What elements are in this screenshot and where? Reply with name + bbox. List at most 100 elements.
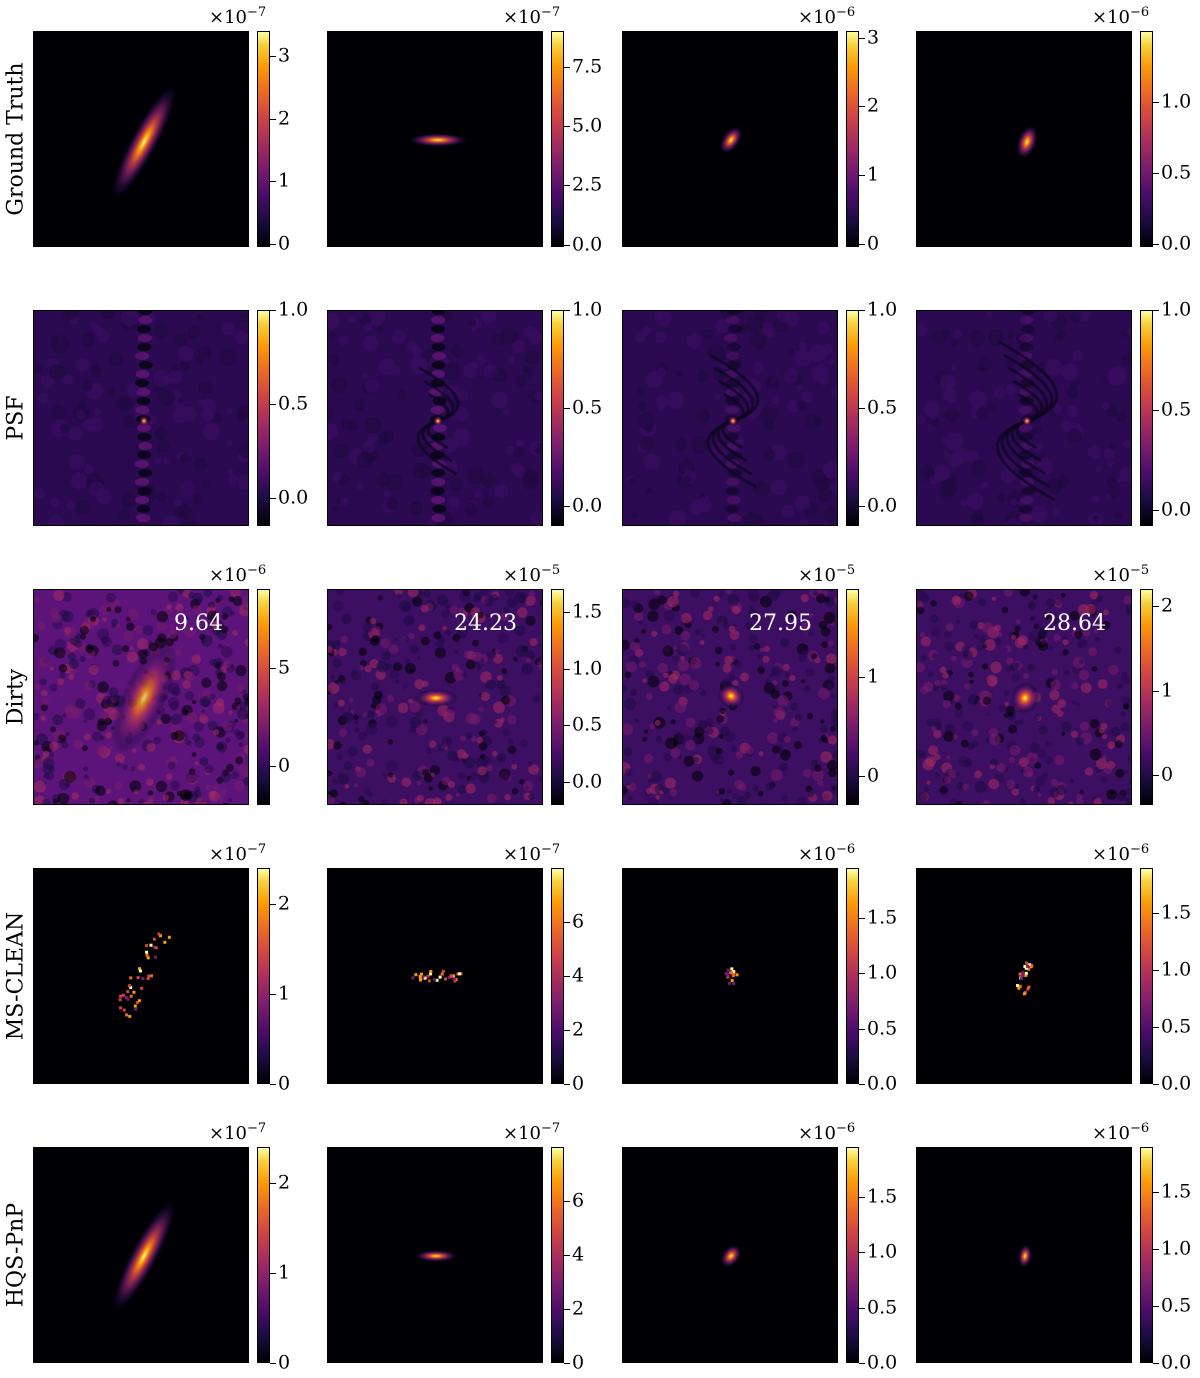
noise-speckle: [507, 745, 517, 755]
noise-speckle: [38, 656, 50, 668]
noise-speckle: [707, 606, 714, 613]
noise-speckle: [704, 717, 714, 727]
noise-speckle: [79, 625, 89, 635]
clean-component: [125, 1013, 129, 1017]
noise-speckle: [430, 772, 435, 777]
noise-speckle: [1078, 659, 1084, 664]
noise-speckle: [1030, 616, 1036, 622]
noise-speckle: [102, 617, 108, 622]
noise-speckle: [525, 615, 536, 626]
noise-speckle: [482, 729, 488, 735]
image-canvas: [118, 932, 171, 1018]
colorbar-tick: [1153, 605, 1159, 607]
psf-ripple: [801, 391, 814, 403]
psf-ripple: [534, 390, 542, 401]
noise-speckle: [1101, 620, 1111, 630]
clean-component: [726, 968, 730, 972]
noise-speckle: [157, 633, 167, 643]
noise-speckle: [676, 644, 689, 657]
noise-speckle: [209, 693, 216, 700]
psf-ripple: [1087, 445, 1102, 460]
psf-ripple: [1044, 358, 1062, 376]
noise-speckle: [693, 757, 699, 763]
noise-speckle: [394, 679, 400, 684]
psf-ripple: [473, 490, 482, 498]
noise-speckle: [228, 710, 233, 715]
colorbar-tick-label: 0.5: [867, 1017, 898, 1040]
psf-ripple: [960, 499, 968, 507]
psf-arc: [418, 366, 460, 423]
noise-speckle: [1014, 720, 1020, 726]
noise-speckle: [64, 704, 74, 714]
clean-component: [1030, 964, 1034, 968]
clean-component: [1021, 970, 1025, 974]
clean-component: [145, 944, 149, 948]
noise-speckle: [147, 790, 154, 797]
psf-ripple: [34, 364, 43, 375]
noise-speckle: [478, 741, 488, 751]
noise-speckle: [380, 638, 391, 649]
noise-speckle: [452, 634, 461, 642]
noise-speckle: [1011, 672, 1021, 682]
noise-speckle: [504, 590, 515, 597]
noise-speckle: [1049, 689, 1060, 701]
noise-speckle: [434, 647, 447, 659]
noise-speckle: [647, 675, 660, 688]
psf-ripple: [1052, 403, 1063, 414]
noise-speckle: [1022, 673, 1029, 680]
noise-speckle: [221, 613, 228, 620]
noise-speckle: [457, 784, 467, 795]
noise-speckle: [333, 702, 339, 708]
exponent-value: −7: [541, 842, 561, 857]
image-canvas: [111, 1199, 177, 1313]
noise-speckle: [442, 626, 447, 631]
reconstructed-blob: [414, 1250, 458, 1262]
psf-ripple: [443, 460, 458, 475]
psf-ripple: [356, 482, 364, 490]
noise-speckle: [409, 701, 421, 713]
noise-speckle: [1071, 682, 1079, 690]
psf-ripple: [361, 372, 369, 380]
noise-speckle: [803, 685, 810, 692]
psf-ripple: [939, 373, 956, 390]
noise-speckle: [449, 605, 458, 614]
noise-speckle: [453, 649, 458, 654]
noise-speckle: [1100, 776, 1108, 784]
noise-speckle: [822, 790, 833, 801]
colorbar-tick: [270, 994, 276, 995]
exponent-value: −6: [1130, 842, 1150, 857]
colorbar-exponent: ×10−7: [503, 5, 561, 28]
noise-speckle: [810, 759, 818, 767]
exponent-value: −7: [541, 5, 561, 20]
image-panel: [622, 1147, 838, 1363]
noise-speckle: [363, 787, 370, 795]
clean-component: [153, 955, 157, 959]
colorbar-exponent: ×10−7: [503, 842, 561, 865]
psf-ripple: [168, 370, 183, 384]
psnr-label: 28.64: [1043, 611, 1106, 636]
clean-component: [1017, 986, 1021, 990]
noise-speckle: [744, 621, 753, 630]
noise-speckle: [146, 778, 154, 786]
noise-speckle: [917, 606, 925, 615]
psf-sidelobe: [430, 406, 445, 414]
noise-speckle: [387, 739, 394, 745]
colorbar-tick: [564, 1201, 570, 1202]
noise-speckle: [101, 636, 112, 647]
noise-speckle: [156, 719, 163, 725]
noise-speckle: [684, 739, 696, 751]
noise-speckle: [52, 714, 64, 726]
noise-speckle: [484, 613, 490, 619]
colorbar-tick-label: 3: [278, 44, 291, 67]
noise-speckle: [767, 590, 780, 602]
clean-component: [150, 974, 154, 978]
noise-speckle: [446, 709, 456, 718]
clean-component: [119, 1006, 123, 1010]
noise-speckle: [1093, 797, 1102, 804]
noise-speckle: [654, 720, 661, 726]
clean-component: [456, 972, 460, 976]
colorbar-tick-label: 1.0: [572, 657, 603, 680]
reconstructed-blob: [111, 1199, 177, 1313]
psf-ripple: [181, 406, 197, 422]
noise-speckle: [203, 590, 213, 598]
